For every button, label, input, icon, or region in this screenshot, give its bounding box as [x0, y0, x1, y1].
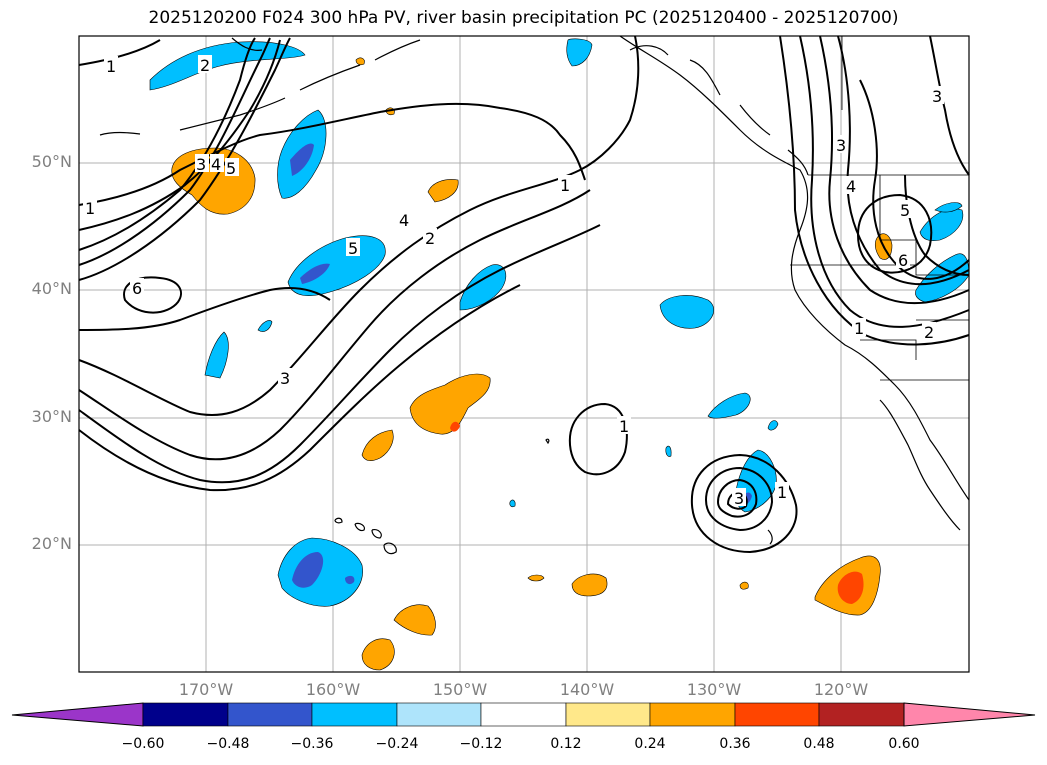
- contour-label: 3: [734, 489, 744, 508]
- colorbar-segment: [818, 702, 905, 727]
- contour-label: 3: [932, 87, 942, 106]
- contour-south-3: [78, 224, 601, 484]
- map-panel: 1 2 1 3 4 5 6 3 5 4 2 1 1 1: [78, 35, 970, 673]
- contour-label: 3: [836, 136, 846, 155]
- contour-label: 1: [106, 57, 116, 76]
- contour-label: 2: [200, 56, 210, 75]
- lon-label: 120°W: [813, 680, 869, 699]
- colorbar-tick: −0.24: [375, 736, 419, 752]
- colorbar-tick: 0.60: [888, 736, 920, 752]
- colorbar-segment: [227, 702, 313, 727]
- contour-label: 4: [211, 155, 221, 174]
- coast-north-america: [619, 35, 970, 501]
- contour-label: 5: [226, 159, 236, 178]
- contour-label: 1: [619, 417, 629, 436]
- contour-label: 6: [898, 251, 908, 270]
- contour-3: [78, 37, 256, 251]
- contour-label: 1: [85, 199, 95, 218]
- lon-label: 150°W: [432, 680, 488, 699]
- contour-label: 1: [777, 483, 787, 502]
- lat-label: 20°N: [31, 534, 72, 553]
- lat-label: 50°N: [31, 152, 72, 171]
- contour-1-main: [78, 102, 586, 206]
- colorbar-tick: −0.12: [459, 736, 503, 752]
- colorbar-tick: −0.60: [121, 736, 165, 752]
- contour-cyclone-outer: [690, 453, 798, 554]
- colorbar-tick: 0.36: [719, 736, 751, 752]
- contour-ring-east: [856, 193, 933, 274]
- colorbar-tick: 0.48: [803, 736, 835, 752]
- contour-south-1: [78, 35, 640, 416]
- colorbar-tick: 0.24: [634, 736, 666, 752]
- colorbar-extend-high: [903, 702, 1036, 727]
- contour-label: 1: [560, 176, 570, 195]
- colorbar-segment: [649, 702, 736, 727]
- colorbar-tick: 0.12: [550, 736, 582, 752]
- contour-label: 5: [348, 239, 358, 258]
- contour-label: 3: [280, 369, 290, 388]
- contour-label: 5: [900, 201, 910, 220]
- contour-label: 6: [132, 279, 142, 298]
- colorbar-segment: [734, 702, 820, 727]
- pos-area-central-pacific: [409, 373, 491, 435]
- lat-label: 40°N: [31, 279, 72, 298]
- lon-label: 160°W: [305, 680, 361, 699]
- contour-label: 3: [196, 155, 206, 174]
- neg-area-pacific-north: [287, 235, 386, 296]
- contour-label: 4: [846, 177, 856, 196]
- coastlines: [99, 35, 970, 555]
- map-title: 2025120200 F024 300 hPa PV, river basin …: [148, 8, 899, 28]
- lon-label: 140°W: [559, 680, 615, 699]
- lat-label: 30°N: [31, 407, 72, 426]
- neg-area-mid-pacific: [459, 264, 507, 311]
- contour-label: 1: [854, 319, 864, 338]
- contour-label: 2: [425, 229, 435, 248]
- lon-label: 170°W: [178, 680, 234, 699]
- lon-label: 130°W: [686, 680, 742, 699]
- contour-label: 2: [924, 323, 934, 342]
- hawaii-islands: [334, 517, 397, 555]
- contour-labels: 1 2 1 3 4 5 6 3 5 4 2 1 1 1: [83, 55, 944, 508]
- contour-label: 4: [399, 211, 409, 230]
- colorbar-segment: [565, 702, 651, 727]
- contour-cutoff-low: [568, 402, 628, 476]
- colorbar-tick: −0.48: [206, 736, 250, 752]
- colorbar-tick: −0.36: [290, 736, 334, 752]
- colorbar-segment: [396, 702, 482, 727]
- colorbar-segment: [142, 702, 229, 727]
- contour-1-north: [78, 39, 161, 66]
- contour-4: [78, 37, 271, 266]
- colorbar-segment: [311, 702, 398, 727]
- contour-trough-east-1: [799, 35, 970, 328]
- colorbar-extend-low: [11, 702, 144, 727]
- colorbar-segment: [480, 702, 567, 727]
- colorbar: [11, 702, 1036, 727]
- contour-south-2: [78, 189, 591, 461]
- neg-area-aleutian: [149, 41, 306, 91]
